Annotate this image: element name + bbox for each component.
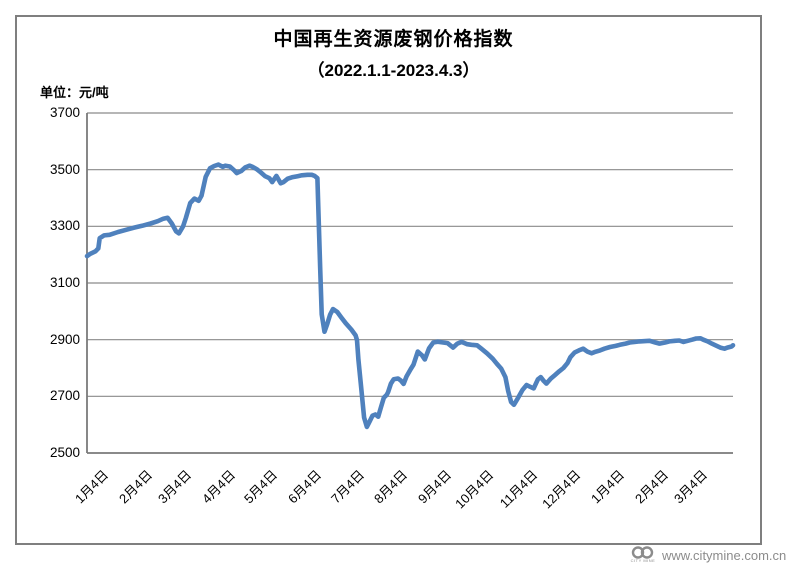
plot-area	[84, 112, 736, 454]
y-tick-label: 3100	[49, 275, 80, 290]
citymine-logo-caption: CITY MINE	[630, 558, 656, 563]
y-tick-label: 3700	[49, 105, 80, 120]
y-axis-unit-label: 单位：元/吨	[40, 85, 109, 100]
y-tick-label: 3300	[49, 218, 80, 234]
y-tick-label: 2900	[49, 331, 80, 347]
chart-outer-border	[15, 15, 762, 545]
y-tick-label: 3500	[49, 161, 80, 177]
watermark: CITY MINE www.citymine.com.cn	[630, 546, 786, 564]
price-index-series-line	[84, 162, 736, 430]
chart-title: 中国再生资源废钢价格指数	[273, 29, 514, 50]
y-tick-label: 2700	[49, 388, 80, 404]
watermark-url: www.citymine.com.cn	[662, 547, 787, 563]
citymine-logo-icon: CITY MINE	[630, 546, 656, 564]
chart-subtitle: （2022.1.1-2023.4.3）	[307, 61, 480, 80]
price-index-line-chart	[84, 112, 736, 454]
y-tick-label: 2500	[49, 445, 80, 460]
